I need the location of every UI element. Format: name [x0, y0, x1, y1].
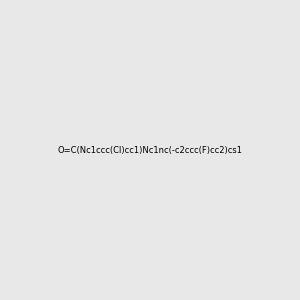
- Text: O=C(Nc1ccc(Cl)cc1)Nc1nc(-c2ccc(F)cc2)cs1: O=C(Nc1ccc(Cl)cc1)Nc1nc(-c2ccc(F)cc2)cs1: [58, 146, 242, 154]
